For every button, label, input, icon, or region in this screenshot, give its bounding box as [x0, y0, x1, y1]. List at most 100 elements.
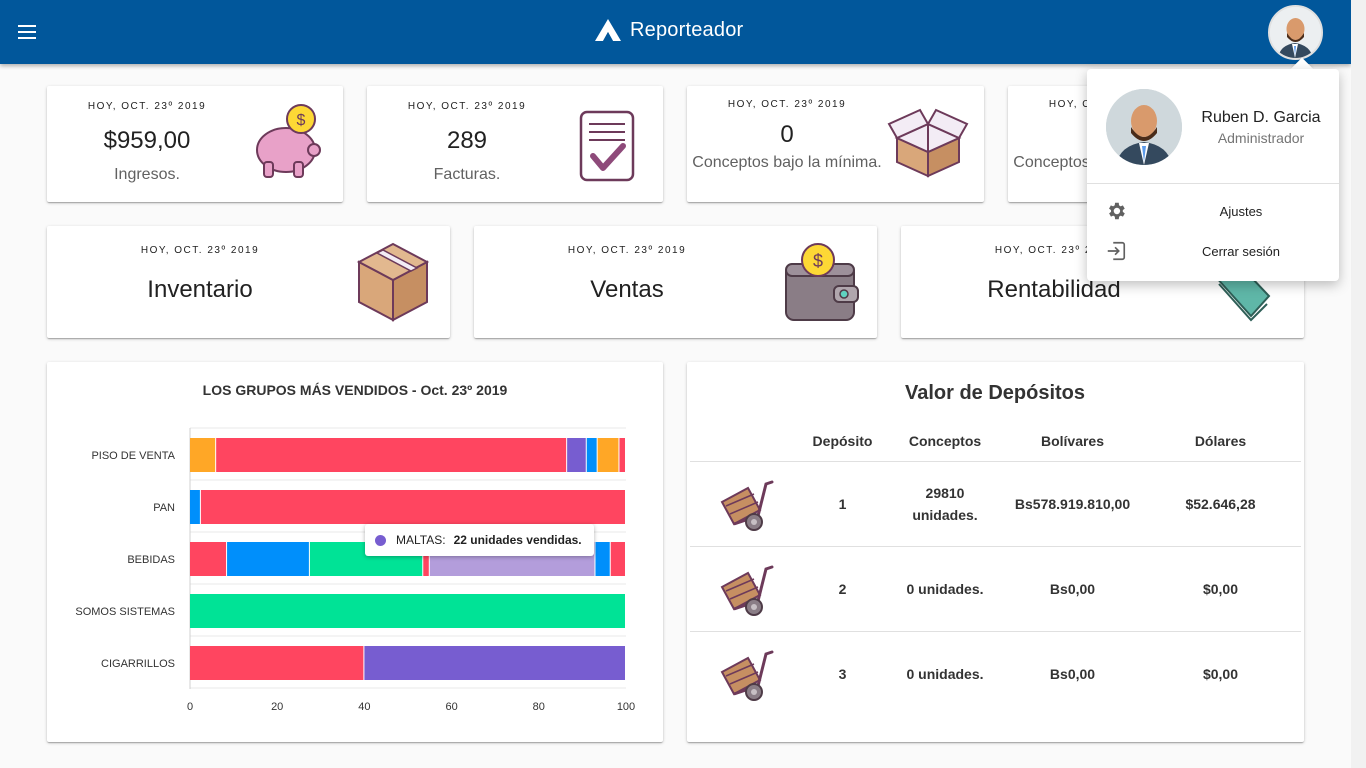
wallet-icon: $ [785, 243, 859, 321]
bar-segment [364, 646, 625, 680]
column-header-bolivares[interactable]: Bolívares [1005, 422, 1140, 462]
logo-icon [595, 19, 621, 41]
x-tick-label: 100 [617, 701, 635, 713]
cell-conceptos: 29810 unidades. [885, 461, 1005, 547]
row-icon-cell [690, 546, 800, 632]
y-tick-label: CIGARRILLOS [101, 658, 175, 670]
svg-text:$: $ [297, 112, 306, 129]
section-card-inventario[interactable]: HOY, OCT. 23º 2019 Inventario [47, 226, 450, 338]
section-date: HOY, OCT. 23º 2019 [567, 245, 687, 256]
menu-item-label: Ajustes [1219, 203, 1263, 219]
cell-bolivares: Bs0,00 [1049, 665, 1096, 682]
user-menu: Ruben D. Garcia Administrador Ajustes Ce… [1087, 69, 1339, 281]
bar-segment [190, 646, 364, 680]
bar-segment [216, 438, 567, 472]
deposits-title: Valor de Depósitos [904, 382, 1086, 404]
kpi-card-facturas: HOY, OCT. 23º 2019 289 Facturas. [367, 86, 663, 202]
column-header-deposito[interactable]: Depósito [800, 422, 885, 462]
bar-segment [423, 542, 429, 576]
bar-segment [227, 542, 309, 576]
menu-button[interactable] [14, 18, 42, 46]
kpi-date: HOY, OCT. 23º 2019 [87, 101, 207, 112]
kpi-date: HOY, OCT. 23º 2019 [407, 101, 527, 112]
app-title: Reporteador [630, 18, 744, 41]
kpi-card-conceptos: HOY, OCT. 23º 2019 0 Conceptos bajo la m… [687, 86, 984, 202]
section-title: Ventas [590, 276, 664, 303]
menu-icon [18, 25, 36, 39]
bar-segment [610, 542, 625, 576]
chart-title: LOS GRUPOS MÁS VENDIDOS - Oct. 23º 2019 [202, 382, 508, 398]
chart-tooltip: MALTAS: 22 unidades vendidas. [365, 524, 594, 556]
x-tick-label: 20 [271, 701, 283, 713]
tooltip-value: 22 unidades vendidas. [453, 533, 582, 547]
avatar-icon [1106, 89, 1182, 165]
brand[interactable]: Reporteador [594, 18, 743, 42]
kpi-value: 0 [780, 121, 794, 148]
table-header-row: Depósito Conceptos Bolívares Dólares [690, 422, 1301, 462]
bar-segment [567, 438, 586, 472]
column-header [690, 422, 800, 462]
kpi-card-ingresos: HOY, OCT. 23º 2019 $959,00 Ingresos. $ [47, 86, 343, 202]
bar-segment [190, 438, 216, 472]
bar-segment [595, 542, 610, 576]
user-avatar-button[interactable] [1268, 5, 1323, 60]
column-header-dolares[interactable]: Dólares [1140, 422, 1301, 462]
deposits-table: Depósito Conceptos Bolívares Dólares 1 2… [690, 422, 1301, 716]
cell-dolares: $52.646,28 [1140, 461, 1301, 547]
cell-deposito: 1 [800, 461, 885, 547]
hand-truck-icon [720, 650, 774, 701]
piggy-bank-icon: $ [256, 104, 321, 178]
table-row[interactable]: 3 0 unidades. Bs0,00 $0,00 [690, 631, 1301, 716]
stacked-bar-chart[interactable]: PISO DE VENTA PAN BEBIDAS SOMOS SISTEMAS CIG… [47, 362, 663, 742]
row-icon-cell [690, 631, 800, 716]
app-bar: Reporteador [0, 0, 1351, 64]
section-title: Inventario [147, 276, 253, 303]
cell-bolivares: Bs578.919.810,00 [1005, 461, 1140, 547]
menu-item-cerrar-sesion[interactable]: Cerrar sesión [1087, 233, 1339, 269]
clipboard-check-icon [579, 110, 635, 182]
kpi-label: Facturas. [433, 166, 501, 183]
bar-segment [586, 438, 597, 472]
user-menu-avatar [1106, 89, 1182, 165]
cell-dolares: $0,00 [1140, 546, 1301, 632]
cell-deposito: 3 [838, 665, 847, 682]
kpi-value: $959,00 [103, 127, 191, 154]
column-header-conceptos[interactable]: Conceptos [885, 422, 1005, 462]
cell-dolares: $0,00 [1202, 665, 1239, 682]
kpi-label: Ingresos. [114, 166, 180, 183]
cell-conceptos: 0 unidades. [885, 546, 1005, 632]
x-tick-label: 60 [445, 701, 457, 713]
cell-conceptos-text: 29810 unidades. [912, 484, 978, 523]
logout-icon [1107, 241, 1126, 261]
x-tick-label: 40 [358, 701, 370, 713]
tooltip-series: MALTAS: [396, 533, 446, 547]
bar-segment [190, 594, 625, 628]
open-box-icon [887, 108, 969, 178]
kpi-value: 289 [446, 127, 488, 154]
menu-divider [1087, 183, 1339, 184]
table-row[interactable]: 1 29810 unidades. Bs578.919.810,00 $52.6… [690, 461, 1301, 547]
kpi-date: HOY, OCT. 23º 2019 [727, 99, 847, 110]
y-tick-label: BEBIDAS [127, 554, 175, 566]
x-tick-label: 0 [187, 701, 193, 713]
cell-bolivares: Bs0,00 [1005, 546, 1140, 632]
menu-item-ajustes[interactable]: Ajustes [1087, 193, 1339, 229]
bar-segment [619, 438, 625, 472]
svg-text:$: $ [813, 251, 823, 271]
table-row[interactable]: 2 0 unidades. Bs0,00 $0,00 [690, 546, 1301, 632]
tooltip-series-dot [375, 534, 386, 546]
hand-truck-icon [720, 565, 774, 616]
menu-item-label: Cerrar sesión [1201, 243, 1281, 259]
gear-icon [1109, 202, 1125, 220]
y-tick-label: PISO DE VENTA [91, 450, 175, 462]
user-role: Administrador [1217, 130, 1305, 146]
kpi-label: Conceptos bajo la mínima. [692, 154, 882, 171]
cell-deposito: 2 [800, 546, 885, 632]
cell-conceptos: 0 unidades. [906, 665, 984, 682]
page-scrollbar[interactable] [1351, 0, 1366, 768]
section-card-ventas[interactable]: HOY, OCT. 23º 2019 Ventas $ [474, 226, 877, 338]
deposits-card: Valor de Depósitos Depósito Conceptos Bo… [687, 362, 1304, 742]
bar-segment [597, 438, 619, 472]
bar-segment [190, 542, 227, 576]
x-tick-label: 80 [533, 701, 545, 713]
